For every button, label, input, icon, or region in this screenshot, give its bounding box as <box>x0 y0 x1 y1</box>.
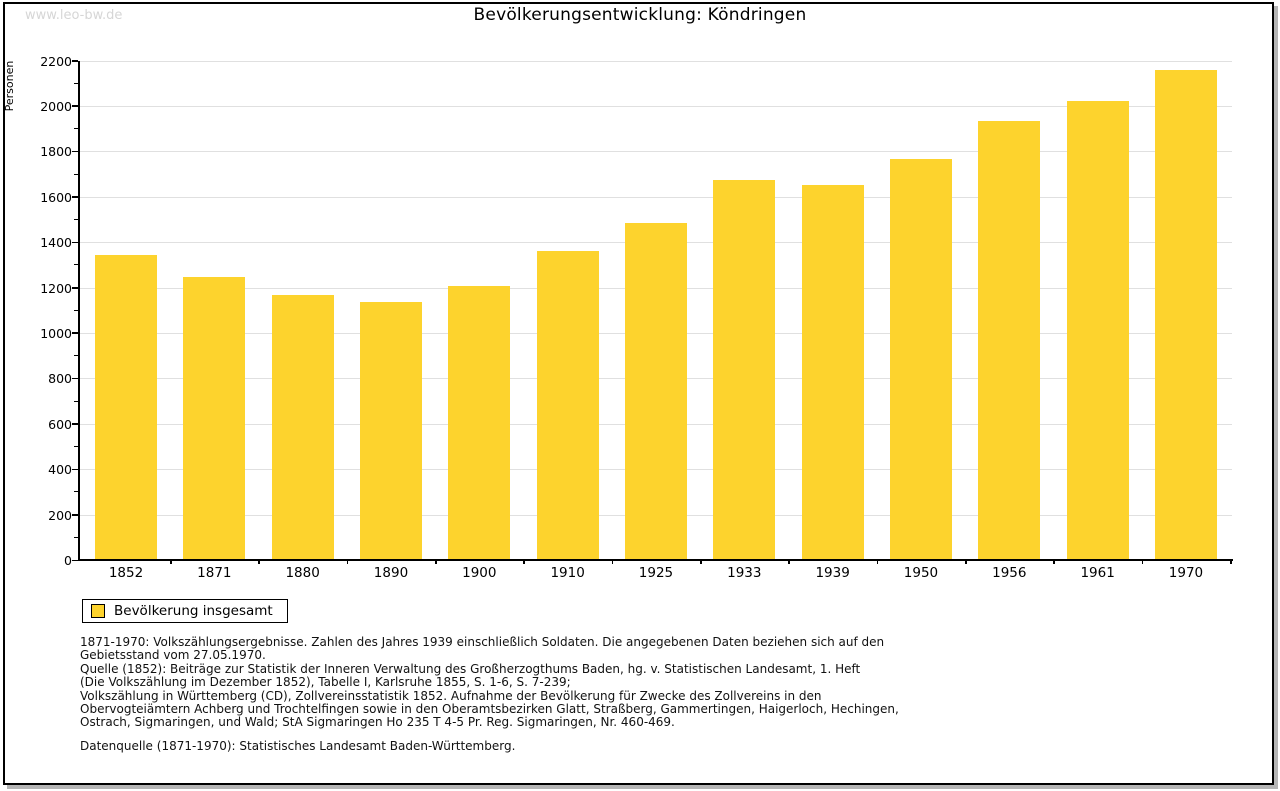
x-tick <box>1230 560 1232 564</box>
y-minor-tick <box>74 264 78 266</box>
x-tick-label: 1933 <box>727 565 762 581</box>
y-tick-label: 1000 <box>40 325 72 341</box>
y-major-tick <box>72 105 78 107</box>
y-minor-tick <box>74 218 78 220</box>
x-tick-label: 1852 <box>108 565 144 581</box>
y-tick-label: 800 <box>48 371 72 387</box>
y-major-tick <box>72 377 78 380</box>
x-tick-label: 1950 <box>903 565 939 581</box>
gridline-y-2200 <box>79 60 1232 62</box>
data-source-line: Datenquelle (1871-1970): Statistisches L… <box>80 739 516 753</box>
x-tick <box>965 560 967 564</box>
x-tick-label: 1900 <box>462 565 497 581</box>
y-major-tick <box>72 468 78 471</box>
gridline-y-1600 <box>79 196 1232 198</box>
bar-1950 <box>889 159 952 559</box>
legend: Bevölkerung insgesamt <box>82 599 288 623</box>
y-minor-tick <box>74 128 78 130</box>
y-major-tick <box>72 196 78 198</box>
bar-1871 <box>183 277 246 559</box>
y-major-tick <box>72 559 78 561</box>
x-tick <box>1141 560 1144 564</box>
watermark: www.leo-bw.de <box>25 8 123 23</box>
bar-1925 <box>624 222 687 559</box>
x-tick-label: 1871 <box>197 565 232 581</box>
source-note-line: Quelle (1852): Beiträge zur Statistik de… <box>80 661 861 676</box>
y-tick-label: 1200 <box>40 280 72 296</box>
x-tick-label: 1961 <box>1080 565 1115 581</box>
x-tick <box>876 560 879 564</box>
source-note-line: Volkszählung in Württemberg (CD), Zollve… <box>80 688 822 703</box>
x-tick-label: 1925 <box>638 565 674 581</box>
bar-1970 <box>1154 69 1217 559</box>
y-major-tick <box>72 423 78 425</box>
x-tick <box>523 560 525 564</box>
y-tick-label: 1400 <box>40 235 72 251</box>
y-tick-label: 2000 <box>40 98 72 114</box>
x-tick-label: 1939 <box>815 565 850 581</box>
y-tick-label: 400 <box>48 462 72 478</box>
source-note-line: Ostrach, Sigmaringen, und Wald; StA Sigm… <box>80 715 675 730</box>
y-minor-tick <box>74 82 78 84</box>
y-tick-label: 2200 <box>40 53 72 69</box>
y-tick-label: 1800 <box>40 144 72 160</box>
bar-1910 <box>536 251 599 559</box>
x-tick <box>346 560 349 564</box>
x-tick <box>700 560 702 564</box>
x-tick <box>435 560 437 564</box>
y-minor-tick <box>74 400 78 402</box>
y-minor-tick <box>74 309 78 311</box>
legend-label: Bevölkerung insgesamt <box>114 603 273 619</box>
x-tick <box>258 560 260 564</box>
source-notes: 1871-1970: Volkszählungsergebnisse. Zahl… <box>80 635 1220 730</box>
x-tick-label: 1956 <box>992 565 1027 581</box>
y-major-tick <box>72 287 78 289</box>
y-tick-label: 1600 <box>40 189 72 205</box>
x-tick-label: 1970 <box>1168 565 1204 581</box>
y-major-tick <box>72 150 78 153</box>
x-tick-label: 1890 <box>373 565 409 581</box>
bar-1956 <box>978 120 1041 559</box>
y-minor-tick <box>74 173 78 175</box>
page-title: Bevölkerungsentwicklung: Köndringen <box>473 5 807 25</box>
y-minor-tick <box>74 491 78 493</box>
y-minor-tick <box>74 355 78 357</box>
bar-1961 <box>1066 101 1129 559</box>
y-minor-tick <box>74 536 78 538</box>
y-tick-label: 600 <box>48 416 72 432</box>
bar-1852 <box>95 255 157 559</box>
x-tick <box>1053 560 1055 564</box>
y-tick-label: 0 <box>64 553 72 568</box>
y-major-tick <box>72 332 78 334</box>
bar-1890 <box>359 301 422 559</box>
bar-1939 <box>801 185 864 559</box>
y-axis-line <box>78 61 80 561</box>
y-minor-tick <box>74 445 78 447</box>
y-major-tick <box>72 241 78 244</box>
y-major-tick <box>72 60 78 62</box>
x-tick-label: 1910 <box>550 565 585 581</box>
y-tick-label: 200 <box>48 507 72 523</box>
bar-1900 <box>448 286 511 559</box>
y-major-tick <box>72 514 78 516</box>
x-tick <box>170 560 172 564</box>
gridline-y-2000 <box>79 105 1232 107</box>
x-tick <box>611 560 614 564</box>
source-note-line: (Die Volkszählung im Dezember 1852), Tab… <box>80 675 571 690</box>
source-note-line: Gebietsstand vom 27.05.1970. <box>80 648 266 663</box>
source-note-line: Obervogteiämtern Achberg und Trochtelfin… <box>80 702 899 717</box>
x-tick <box>788 560 790 564</box>
bar-1933 <box>713 180 776 559</box>
bar-1880 <box>271 295 334 559</box>
x-axis-line <box>78 559 1233 561</box>
source-note-line: 1871-1970: Volkszählungsergebnisse. Zahl… <box>80 635 885 649</box>
gridline-y-1800 <box>79 151 1232 153</box>
x-tick-label: 1880 <box>285 565 320 581</box>
legend-swatch-icon <box>91 604 105 618</box>
